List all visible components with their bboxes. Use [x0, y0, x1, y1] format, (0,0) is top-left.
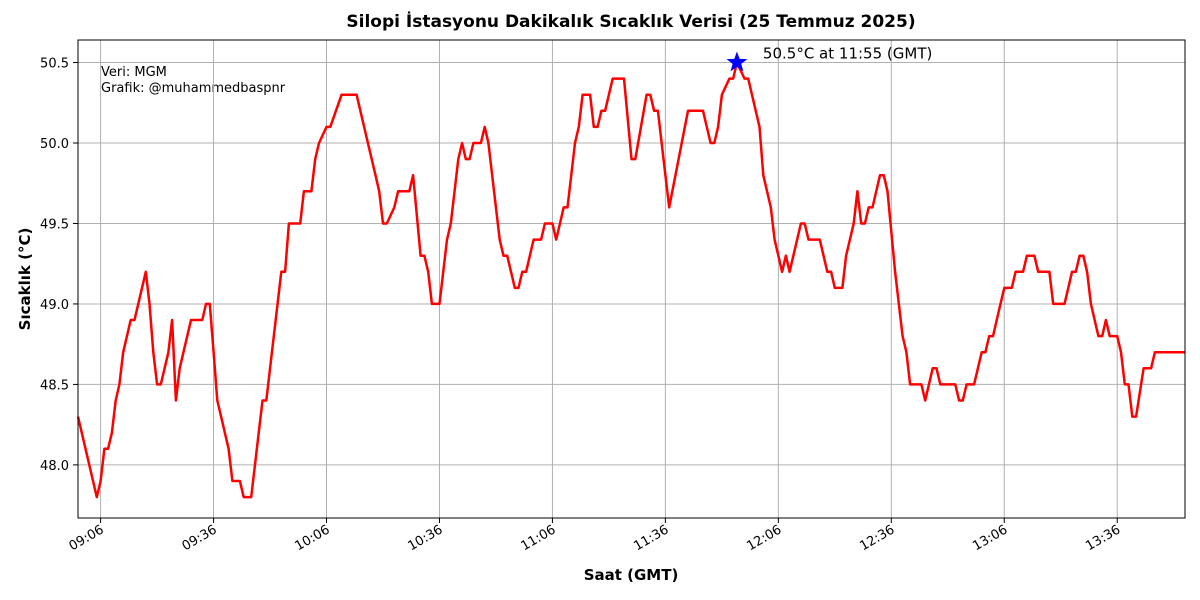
x-tick-label: 13:06: [970, 522, 1010, 554]
x-tick-label: 09:06: [67, 522, 107, 554]
chart-title: Silopi İstasyonu Dakikalık Sıcaklık Veri…: [346, 10, 915, 32]
x-tick-label: 12:36: [857, 522, 897, 554]
x-tick-label: 10:36: [406, 522, 446, 554]
x-tick-label: 11:06: [518, 522, 558, 554]
x-tick-label: 10:06: [293, 522, 333, 554]
x-tick-label: 11:36: [631, 522, 671, 554]
y-tick-label: 49.5: [40, 217, 69, 232]
x-axis-label: Saat (GMT): [584, 566, 679, 584]
x-tick-label: 13:36: [1083, 522, 1123, 554]
annotation: 50.5°C at 11:55 (GMT): [763, 45, 932, 63]
source-note: Veri: MGM: [101, 65, 167, 80]
x-tick-label: 12:06: [744, 522, 784, 554]
x-tick-label: 09:36: [180, 522, 220, 554]
source-note: Grafik: @muhammedbaspnr: [101, 81, 286, 96]
y-tick-label: 50.5: [40, 57, 69, 72]
plot-frame: [77, 39, 1186, 519]
y-tick-label: 48.5: [40, 378, 69, 393]
y-axis-label: Sıcaklık (°C): [16, 228, 34, 331]
y-tick-label: 50.0: [40, 137, 69, 152]
y-tick-label: 48.0: [40, 459, 69, 474]
temperature-line: [76, 61, 1185, 499]
max-marker: [726, 51, 748, 72]
y-tick-label: 49.0: [40, 298, 69, 313]
